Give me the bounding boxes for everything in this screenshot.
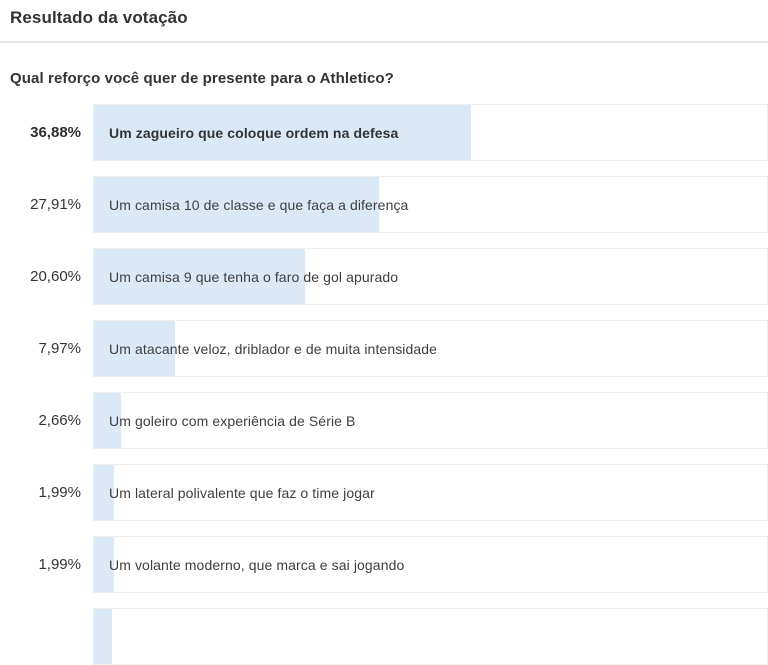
option-percent: 20,60% [30, 268, 81, 285]
option-bar-fill [94, 177, 380, 232]
poll-option-row: 36,88% Um zagueiro que coloque ordem na … [0, 104, 768, 161]
option-bar-track [93, 608, 768, 665]
option-bar-track: Um volante moderno, que marca e sai joga… [93, 536, 768, 593]
poll-option-row: 7,97% Um atacante veloz, driblador e de … [0, 320, 768, 377]
option-bar-track: Um camisa 10 de classe e que faça a dife… [93, 176, 768, 233]
option-bar-track: Um camisa 9 que tenha o faro de gol apur… [93, 248, 768, 305]
option-bar-fill [94, 393, 122, 448]
option-bar-fill [94, 105, 471, 160]
option-percent [0, 608, 81, 665]
poll-option-row-partial [0, 608, 768, 665]
option-label: Um camisa 9 que tenha o faro de gol apur… [109, 268, 399, 285]
option-percent: 1,99% [38, 484, 81, 501]
option-percent: 7,97% [38, 340, 81, 357]
option-label: Um lateral polivalente que faz o time jo… [109, 484, 375, 501]
option-label: Um camisa 10 de classe e que faça a dife… [109, 196, 409, 213]
header: Resultado da votação [0, 0, 768, 29]
poll-option-row: 27,91% Um camisa 10 de classe e que faça… [0, 176, 768, 233]
option-percent: 36,88% [30, 124, 81, 141]
option-bar-track: Um atacante veloz, driblador e de muita … [93, 320, 768, 377]
option-percent: 2,66% [38, 412, 81, 429]
option-bar-track: Um zagueiro que coloque ordem na defesa [93, 104, 768, 161]
option-percent: 1,99% [38, 556, 81, 573]
poll-option-row: 1,99% Um volante moderno, que marca e sa… [0, 536, 768, 593]
option-bar-fill [94, 465, 115, 520]
poll-option-row: 1,99% Um lateral polivalente que faz o t… [0, 464, 768, 521]
poll-question: Qual reforço você quer de presente para … [10, 70, 394, 87]
poll-option-row: 2,66% Um goleiro com experiência de Séri… [0, 392, 768, 449]
poll-options-list: 36,88% Um zagueiro que coloque ordem na … [0, 104, 768, 665]
poll-option-row: 20,60% Um camisa 9 que tenha o faro de g… [0, 248, 768, 305]
option-label: Um volante moderno, que marca e sai joga… [109, 556, 405, 573]
option-bar-track: Um goleiro com experiência de Série B [93, 392, 768, 449]
option-bar-track: Um lateral polivalente que faz o time jo… [93, 464, 768, 521]
option-percent: 27,91% [30, 196, 81, 213]
option-bar-fill [94, 537, 115, 592]
page-title: Resultado da votação [10, 8, 188, 27]
option-bar-fill [94, 321, 176, 376]
option-bar-fill [94, 609, 113, 664]
option-label: Um zagueiro que coloque ordem na defesa [109, 124, 399, 141]
option-bar-fill [94, 249, 305, 304]
option-label: Um goleiro com experiência de Série B [109, 412, 356, 429]
header-divider [0, 41, 768, 43]
option-label: Um atacante veloz, driblador e de muita … [109, 340, 438, 357]
